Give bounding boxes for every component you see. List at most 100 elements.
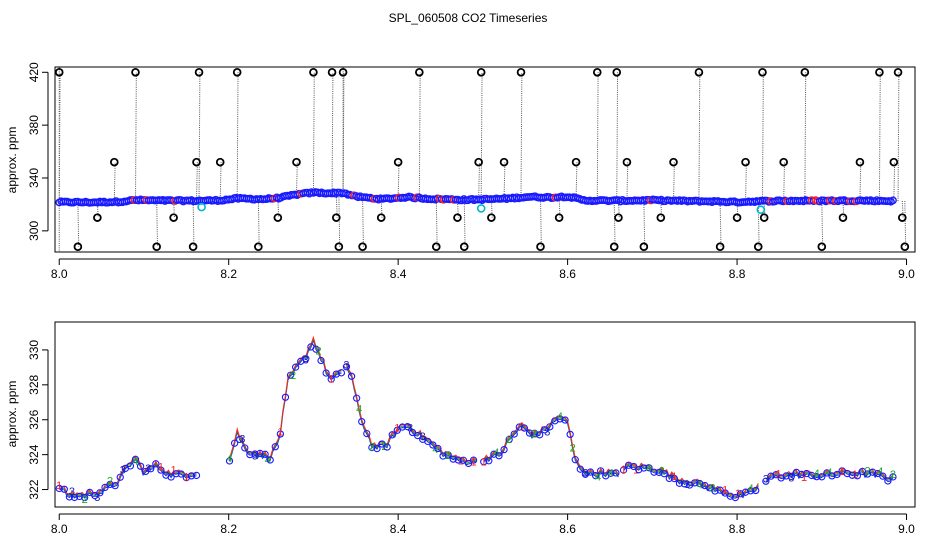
series-point xyxy=(373,444,381,453)
series-point xyxy=(131,455,140,463)
series-point xyxy=(561,416,569,424)
series-point xyxy=(81,493,89,502)
panel-top: 8.0 8.2 8.4 8.6 8.8 9.0 300 340 380 420 approx. … xyxy=(5,62,916,281)
outlier-point xyxy=(131,67,140,77)
series-point xyxy=(86,488,94,497)
series-point xyxy=(797,470,806,479)
series-point xyxy=(721,489,729,497)
point-label: 2 xyxy=(82,494,88,506)
outlier-trace xyxy=(257,199,260,247)
bottom-y-tick-label: 326 xyxy=(27,409,41,429)
alt-data-point xyxy=(476,204,486,213)
outlier-point xyxy=(73,242,83,252)
point-label: 4 xyxy=(226,453,232,465)
point-label: 4 xyxy=(826,467,832,479)
series-point xyxy=(352,394,361,402)
outlier-point xyxy=(215,157,225,167)
series-point xyxy=(670,474,679,483)
series-point xyxy=(515,423,523,431)
top-x-axis: 8.0 8.2 8.4 8.6 8.8 9.0 xyxy=(51,258,915,281)
point-label: 1 xyxy=(277,427,283,439)
outlier-trace xyxy=(435,198,438,247)
series-point xyxy=(70,493,79,502)
series-point xyxy=(495,452,503,460)
outlier-trace xyxy=(757,201,760,247)
series-point xyxy=(520,424,529,432)
outlier-trace xyxy=(134,72,137,201)
point-label: 3 xyxy=(788,473,794,485)
outlier-trace xyxy=(520,72,523,198)
series-point xyxy=(251,450,259,458)
outlier-point xyxy=(476,67,486,77)
bottom-y-tick-label: 328 xyxy=(27,374,41,394)
point-label: 3 xyxy=(544,426,550,438)
outlier-trace xyxy=(503,162,506,199)
series-point xyxy=(469,456,478,464)
outlier-point xyxy=(334,242,344,252)
point-label: 1 xyxy=(839,466,845,478)
series-point xyxy=(500,445,508,454)
series-point xyxy=(111,481,119,490)
series-point xyxy=(741,488,750,496)
series-point xyxy=(429,441,437,449)
point-label: 2 xyxy=(445,450,451,462)
series-line xyxy=(346,365,477,464)
outlier-point xyxy=(759,213,769,222)
outlier-trace xyxy=(719,201,722,247)
series-point xyxy=(147,465,155,473)
point-label: 2 xyxy=(864,465,870,477)
outlier-point xyxy=(332,213,341,222)
series-point xyxy=(347,372,356,380)
outlier-point xyxy=(254,242,263,252)
outlier-point xyxy=(732,213,742,222)
outlier-point xyxy=(612,67,622,77)
point-label: 3 xyxy=(94,492,100,504)
point-label: 4 xyxy=(748,483,754,495)
series-point xyxy=(413,431,422,440)
alt-data-point xyxy=(197,202,206,212)
series-point xyxy=(225,457,234,465)
series-point xyxy=(884,477,892,485)
top-x-tick-label: 8.6 xyxy=(559,267,576,281)
series-point xyxy=(691,479,699,487)
outlier-trace xyxy=(342,72,345,193)
bottom-x-tick-label: 8.0 xyxy=(51,522,68,536)
point-label: 2 xyxy=(506,434,512,446)
point-label: 3 xyxy=(303,354,309,366)
outlier-point xyxy=(499,157,509,167)
outlier-point xyxy=(431,242,441,252)
series-point xyxy=(55,484,63,493)
point-label: 3 xyxy=(69,486,75,498)
outlier-point xyxy=(292,157,301,167)
series-point xyxy=(286,371,295,379)
outlier-trace xyxy=(859,162,862,201)
series-point xyxy=(530,429,539,437)
point-label: 2 xyxy=(315,346,321,358)
series-point xyxy=(383,443,391,451)
point-label: 1 xyxy=(158,462,164,474)
outlier-point xyxy=(487,213,496,222)
series-point xyxy=(807,471,816,480)
outlier-trace xyxy=(463,199,466,247)
top-y-tick-label: 300 xyxy=(27,221,41,241)
alt-data-point xyxy=(756,205,766,215)
outlier-point xyxy=(516,67,526,77)
outlier-trace xyxy=(613,200,616,247)
point-label: 1 xyxy=(171,465,177,477)
outlier-point xyxy=(327,67,337,77)
outlier-point xyxy=(656,213,666,222)
outlier-trace xyxy=(478,162,480,200)
series-point xyxy=(312,345,320,353)
series-point xyxy=(398,423,407,431)
point-label: 3 xyxy=(763,473,769,485)
series-point xyxy=(655,468,663,477)
series-point xyxy=(393,426,401,434)
series-point xyxy=(746,487,755,495)
series-point xyxy=(787,472,795,481)
series-point xyxy=(96,489,104,497)
series-point xyxy=(650,468,658,476)
outlier-point xyxy=(715,242,725,252)
outlier-trace xyxy=(616,72,619,201)
